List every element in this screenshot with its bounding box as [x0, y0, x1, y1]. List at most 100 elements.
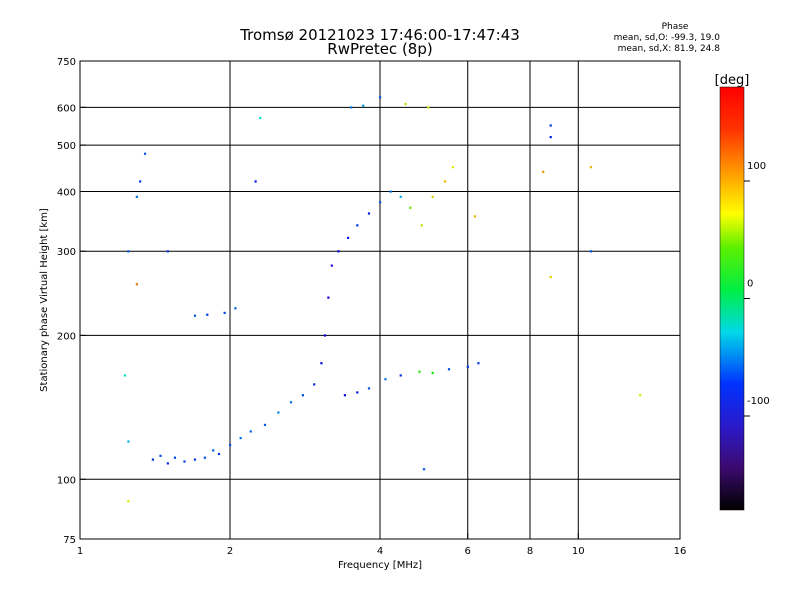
data-point: [183, 460, 186, 463]
data-point: [409, 206, 412, 209]
y-tick-label: 600: [57, 103, 76, 114]
y-tick-label: 200: [57, 331, 76, 342]
data-point: [239, 436, 242, 440]
data-point: [320, 362, 323, 365]
data-point: [212, 449, 215, 452]
data-point: [542, 170, 545, 173]
data-point: [139, 180, 142, 183]
colorbar: [719, 86, 745, 511]
data-point: [127, 500, 130, 503]
data-point: [431, 195, 434, 198]
chart-subtitle: RwPretec (8p): [327, 40, 433, 58]
y-tick-label: 500: [57, 141, 76, 152]
data-point: [420, 224, 423, 227]
x-axis-label: Frequency [MHz]: [338, 560, 422, 571]
data-point: [350, 106, 353, 109]
data-point: [549, 275, 552, 279]
data-point: [399, 374, 402, 377]
data-point: [477, 362, 480, 365]
phase-stats-x: mean, sd,X: 81.9, 24.8: [617, 44, 720, 54]
data-point: [166, 250, 169, 253]
data-point: [313, 383, 316, 386]
data-point: [327, 296, 330, 299]
data-point: [203, 456, 206, 459]
data-point: [323, 334, 327, 337]
data-point: [173, 456, 177, 459]
data-point: [259, 116, 262, 120]
data-point: [356, 391, 359, 394]
data-point: [367, 387, 371, 390]
data-point: [301, 394, 305, 397]
colorbar-label: [deg]: [715, 73, 750, 88]
data-point: [356, 224, 359, 227]
data-point: [127, 440, 130, 443]
data-point: [254, 180, 257, 183]
data-point: [427, 106, 430, 109]
data-point: [249, 430, 252, 433]
data-point: [135, 195, 138, 198]
chart-title: Tromsø 20121023 17:46:00-17:47:43: [240, 26, 520, 44]
data-point: [123, 374, 126, 377]
data-point: [127, 250, 130, 253]
data-point: [263, 423, 267, 427]
data-point: [223, 311, 226, 314]
x-tick-label: 4: [377, 546, 383, 557]
data-point: [337, 250, 340, 253]
colorbar-ticks: 100 0 -100: [744, 161, 770, 417]
data-point: [447, 368, 451, 371]
data-point: [206, 313, 209, 316]
data-point: [379, 96, 382, 99]
data-point: [399, 195, 402, 198]
data-point: [549, 124, 552, 127]
data-point: [330, 264, 333, 267]
colorbar-tick-label: 0: [747, 279, 753, 290]
y-tick-label: 750: [57, 57, 76, 68]
y-tick-label: 100: [57, 475, 76, 486]
data-point: [367, 212, 371, 215]
data-point: [422, 468, 426, 471]
data-point: [229, 443, 232, 447]
y-tick-label: 400: [57, 187, 76, 198]
data-point: [362, 104, 365, 107]
data-point: [473, 215, 477, 218]
data-point: [639, 394, 642, 397]
data-point: [379, 201, 382, 204]
data-point: [217, 452, 221, 456]
y-axis-label: Stationary phase Virtual Height [km]: [39, 208, 50, 392]
data-point: [143, 152, 147, 155]
data-point: [384, 378, 387, 381]
x-tick-label: 2: [227, 546, 233, 557]
x-tick-label: 16: [674, 546, 687, 557]
data-point: [549, 136, 552, 139]
data-point: [193, 314, 197, 317]
grid-lines: [80, 61, 680, 539]
x-tick-label: 8: [527, 546, 533, 557]
data-point: [466, 365, 469, 368]
data-point: [346, 236, 350, 240]
colorbar-tick-label: 100: [747, 161, 766, 172]
data-point: [166, 462, 169, 465]
colorbar-tick-label: -100: [747, 396, 770, 407]
data-points: [123, 96, 642, 503]
y-tick-label: 300: [57, 247, 76, 258]
data-point: [289, 401, 293, 404]
data-point: [443, 180, 447, 183]
x-tick-label: 10: [572, 546, 585, 557]
data-point: [234, 307, 237, 310]
data-point: [418, 370, 421, 373]
data-point: [404, 102, 407, 106]
data-point: [389, 190, 392, 193]
data-point: [343, 394, 347, 397]
data-point: [451, 166, 455, 169]
data-point: [151, 458, 155, 461]
x-tick-label: 6: [465, 546, 471, 557]
phase-stats-heading: Phase: [661, 22, 689, 32]
data-point: [589, 250, 593, 253]
data-point: [193, 458, 197, 461]
data-point: [159, 454, 162, 457]
data-point: [135, 283, 138, 286]
x-tick-label: 1: [77, 546, 83, 557]
phase-stats: Phase mean, sd,O: -99.3, 19.0 mean, sd,X…: [590, 22, 720, 55]
data-point: [431, 371, 434, 375]
